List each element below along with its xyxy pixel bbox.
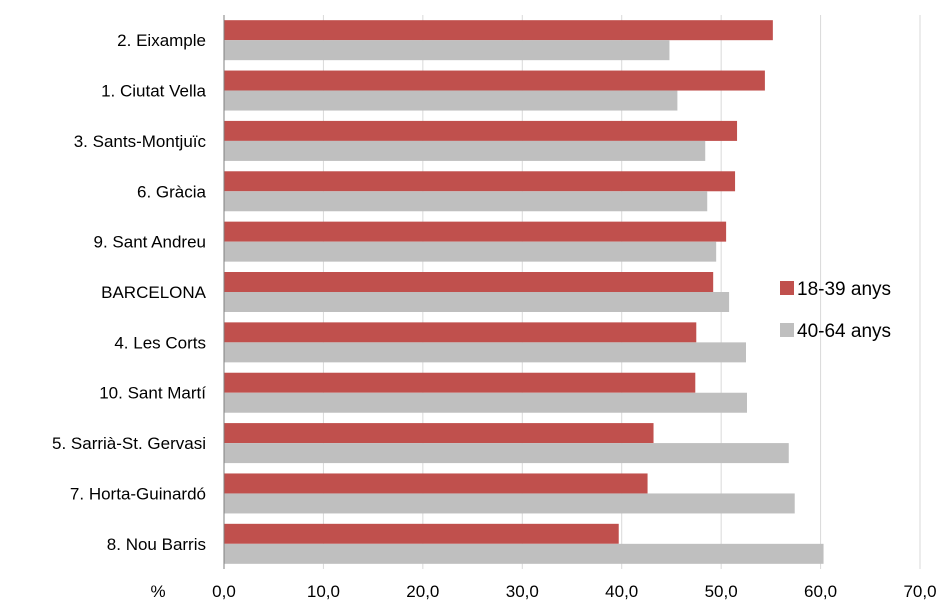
bar-series-2 xyxy=(224,241,717,262)
category-label: 6. Gràcia xyxy=(137,182,207,201)
category-label: 5. Sarrià-St. Gervasi xyxy=(52,434,206,453)
category-label: 1. Ciutat Vella xyxy=(101,82,206,101)
bar-series-1 xyxy=(224,322,697,343)
x-tick-label: 40,0 xyxy=(605,582,638,601)
category-label: 8. Nou Barris xyxy=(107,535,206,554)
category-labels: 2. Eixample 1. Ciutat Vella 3. Sants-Montj… xyxy=(52,31,207,554)
bar-series-1 xyxy=(224,473,648,494)
bar-series-2 xyxy=(224,40,670,61)
bar-series-1 xyxy=(224,272,714,292)
legend: 18-39 anys 40-64 anys xyxy=(780,279,891,342)
legend-swatch xyxy=(780,323,794,337)
legend-label: 18-39 anys xyxy=(797,279,891,300)
category-label: 10. Sant Martí xyxy=(99,384,206,403)
bar-series-1 xyxy=(224,120,738,141)
bar-series-2 xyxy=(224,543,824,564)
x-tick-label: 30,0 xyxy=(506,582,539,601)
x-axis-unit-label: % xyxy=(150,582,165,601)
legend-swatch xyxy=(780,281,794,295)
bar-series-1 xyxy=(224,70,765,91)
x-tick-label: 70,0 xyxy=(903,582,936,601)
bar-series-1 xyxy=(224,221,727,242)
bar-series-2 xyxy=(224,140,706,161)
bar-series-2 xyxy=(224,443,789,464)
x-tick-label: 20,0 xyxy=(406,582,439,601)
bar-series-1 xyxy=(224,372,696,393)
category-label: 4. Les Corts xyxy=(114,333,206,352)
category-label: BARCELONA xyxy=(101,283,207,302)
category-label: 2. Eixample xyxy=(117,31,206,50)
bar-series-2 xyxy=(224,392,747,413)
category-label: 9. Sant Andreu xyxy=(94,233,206,252)
x-tick-label: 60,0 xyxy=(804,582,837,601)
x-tick-label: 50,0 xyxy=(705,582,738,601)
x-tick-label: 10,0 xyxy=(307,582,340,601)
bar-series-2 xyxy=(224,342,746,363)
bar-series-1 xyxy=(224,20,773,41)
bar-series-1 xyxy=(224,523,619,544)
bars xyxy=(224,20,824,564)
bar-series-2 xyxy=(224,191,708,212)
bar-series-1 xyxy=(224,171,736,192)
legend-label: 40-64 anys xyxy=(797,321,891,342)
bar-series-2 xyxy=(224,493,795,514)
category-label: 7. Horta-Guinardó xyxy=(70,484,206,503)
x-tick-label: 0,0 xyxy=(212,582,236,601)
category-label: 3. Sants-Montjuïc xyxy=(74,132,207,151)
x-tick-labels: 0,0 10,0 20,0 30,0 40,0 50,0 60,0 70,0 xyxy=(212,582,936,601)
bar-series-2 xyxy=(224,292,730,312)
bar-series-1 xyxy=(224,423,654,444)
bar-series-2 xyxy=(224,90,678,111)
